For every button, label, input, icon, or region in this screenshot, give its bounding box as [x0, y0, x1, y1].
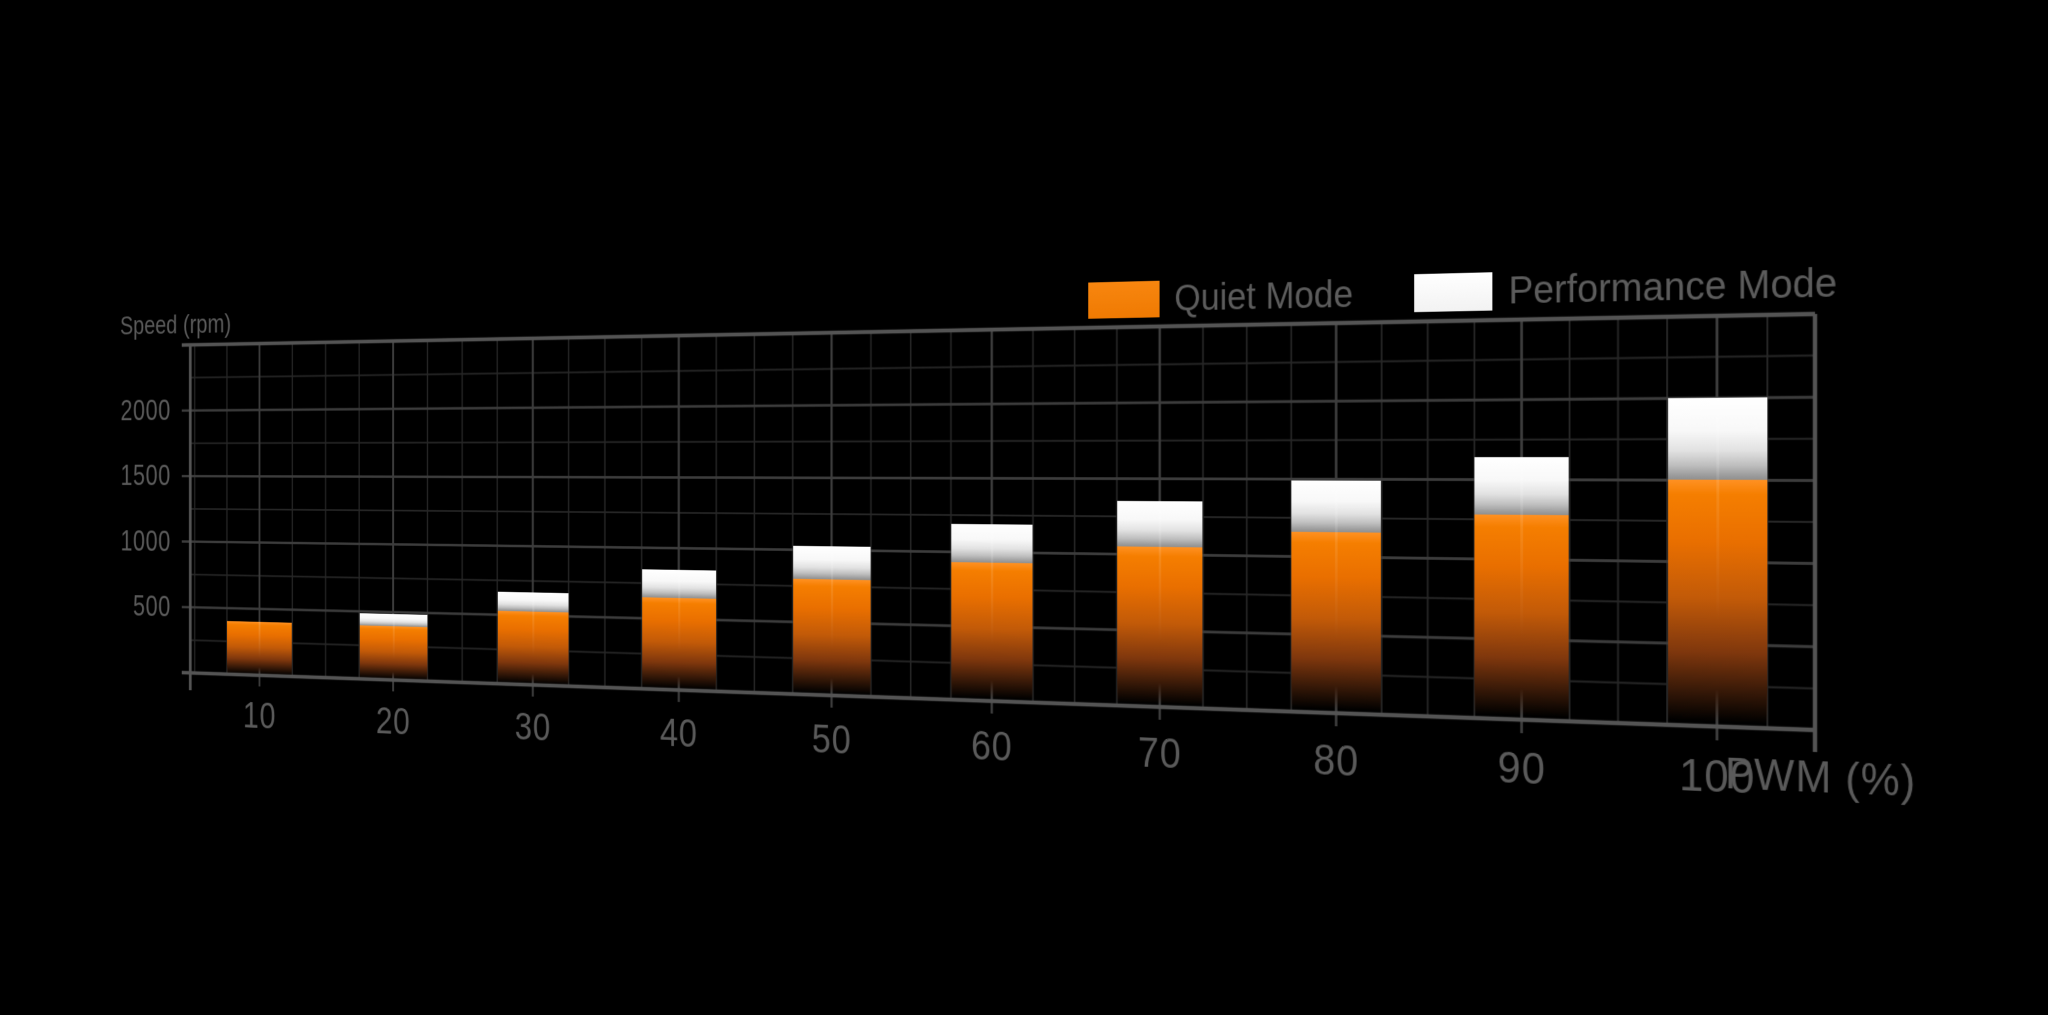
- x-tick-label-40: 40: [659, 709, 698, 756]
- x-tick-label-70: 70: [1137, 728, 1182, 778]
- x-tick-label-90: 90: [1497, 741, 1546, 794]
- bar-body-quiet: [1667, 479, 1767, 729]
- y-tick-label-500: 500: [132, 589, 171, 623]
- bar-body-quiet: [1291, 531, 1382, 715]
- legend-label-quiet-mode: Quiet Mode: [1174, 272, 1354, 319]
- bar-cap-performance: [497, 591, 569, 613]
- bar-60: [951, 523, 1033, 703]
- x-tick-label-30: 30: [514, 704, 551, 750]
- bar-body-quiet: [359, 624, 428, 682]
- chart-plane: 500 1000 1500 2000 10 20 30 40 50 60 70 80 90 100 Sp…: [89, 0, 2048, 1015]
- x-tick-label-80: 80: [1313, 734, 1360, 786]
- bar-body-quiet: [497, 610, 569, 687]
- legend-item-quiet-mode: Quiet Mode: [1088, 272, 1353, 321]
- bar-cap-performance: [1667, 397, 1767, 481]
- bar-10: [227, 621, 292, 677]
- y-tick-label-2000: 2000: [120, 394, 171, 427]
- x-tick-label-50: 50: [811, 715, 852, 763]
- bar-cap-performance: [793, 545, 871, 581]
- bar-50: [793, 545, 871, 697]
- bar-cap-performance: [1474, 457, 1569, 516]
- bar-70: [1117, 501, 1203, 709]
- bar-cap-performance: [951, 523, 1033, 564]
- y-tick-label-1500: 1500: [120, 459, 171, 492]
- bar-20: [359, 612, 428, 682]
- bar-body-quiet: [227, 621, 292, 677]
- bar-body-quiet: [793, 578, 871, 697]
- x-tick-label-60: 60: [971, 721, 1013, 770]
- bar-30: [497, 591, 569, 687]
- bar-cap-performance: [1117, 501, 1203, 548]
- bar-cap-performance: [642, 568, 716, 599]
- bar-body-quiet: [951, 562, 1033, 703]
- x-tick-label-10: 10: [242, 693, 277, 737]
- bar-80: [1291, 480, 1382, 715]
- bar-body-quiet: [642, 597, 716, 692]
- bar-100: [1667, 397, 1767, 729]
- legend-swatch-performance-mode: [1414, 272, 1493, 313]
- bar-body-quiet: [1117, 546, 1203, 709]
- bar-90: [1474, 457, 1569, 722]
- bar-cap-performance: [1291, 480, 1382, 533]
- bar-body-quiet: [1474, 514, 1569, 722]
- legend-label-performance-mode: Performance Mode: [1508, 259, 1838, 313]
- y-tick-label-1000: 1000: [120, 524, 171, 558]
- legend-swatch-quiet-mode: [1088, 280, 1160, 319]
- y-axis-title: Speed (rpm): [120, 308, 232, 340]
- x-tick-label-20: 20: [375, 698, 411, 743]
- bar-40: [642, 568, 716, 692]
